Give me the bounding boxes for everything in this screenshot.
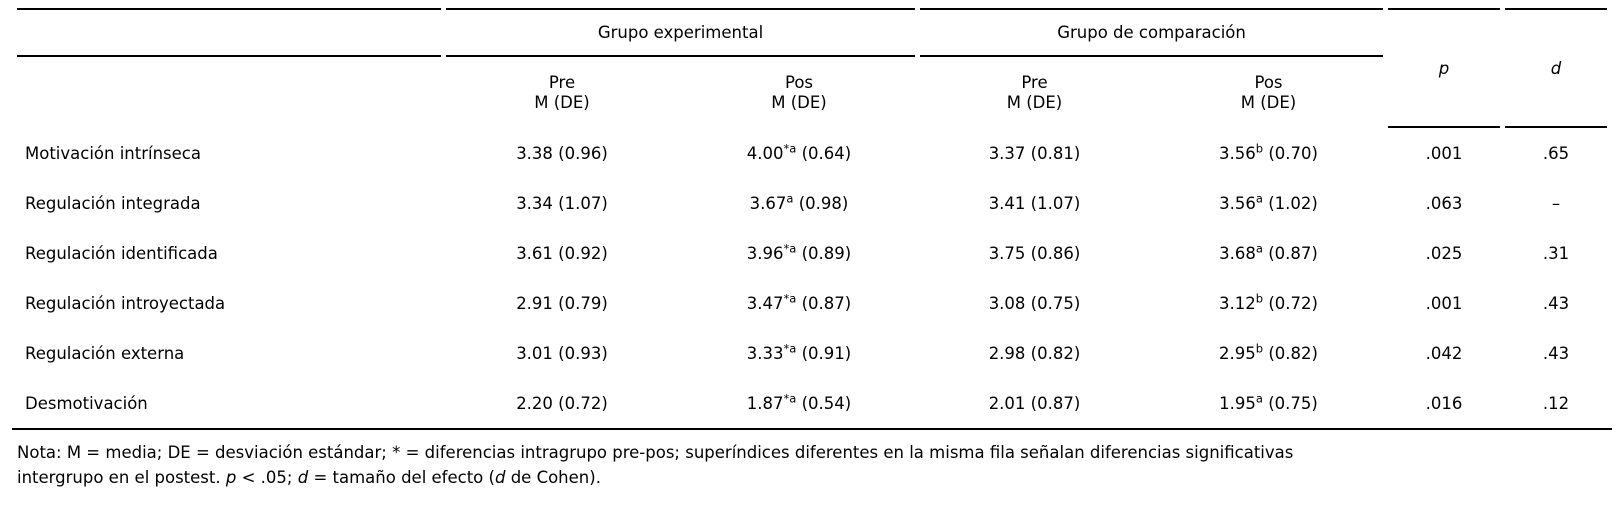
table-row: Regulación introyectada 2.91 (0.79) 3.47*a… — [17, 278, 1607, 328]
d-value-cell: – — [1551, 193, 1561, 213]
superscript-marker: *a — [783, 391, 797, 405]
note-text: de Cohen). — [505, 468, 601, 487]
subheader-line: Pos — [784, 72, 814, 92]
paper-table-figure: Grupo experimental Grupo de comparación … — [12, 8, 1613, 490]
subheader-line: Pre — [1021, 72, 1048, 92]
table-note: Nota: M = media; DE = desviación estánda… — [12, 440, 1613, 490]
subheader-line: M (DE) — [534, 92, 590, 112]
row-label: Regulación introyectada — [25, 293, 226, 313]
note-text: Nota: M = media; DE = desviación estánda… — [17, 443, 1294, 462]
d-value-cell: .12 — [1542, 393, 1570, 413]
column-header-exp-pos: Pos M (DE) — [683, 57, 915, 128]
superscript-marker: b — [1255, 341, 1264, 355]
mean-sd-cell: 3.01 (0.93) — [516, 343, 608, 363]
mean-sd-cell: 3.34 (1.07) — [516, 193, 608, 213]
superscript-marker: a — [1255, 241, 1263, 255]
mean-sd-cell: 2.01 (0.87) — [988, 393, 1081, 413]
superscript-marker: b — [1255, 291, 1264, 305]
table-row: Motivación intrínseca 3.38 (0.96) 4.00*a (… — [17, 128, 1607, 178]
d-value-cell: .31 — [1542, 243, 1570, 263]
subheader-line: Pos — [1254, 72, 1283, 92]
mean-sd-cell: 3.68a (0.87) — [1219, 241, 1318, 263]
p-value-cell: .016 — [1425, 393, 1463, 413]
column-header-exp-pre: Pre M (DE) — [446, 57, 678, 128]
mean-sd-cell: 2.91 (0.79) — [516, 293, 608, 313]
d-value-cell: .43 — [1542, 343, 1570, 363]
superscript-marker: a — [786, 191, 794, 205]
mean-sd-cell: 2.98 (0.82) — [988, 343, 1081, 363]
group-header-row: Grupo experimental Grupo de comparación … — [17, 8, 1608, 128]
mean-sd-cell: 3.75 (0.86) — [988, 243, 1081, 263]
table-body: Motivación intrínseca 3.38 (0.96) 4.00*a (… — [17, 128, 1607, 428]
p-value-cell: .001 — [1425, 143, 1463, 163]
note-italic-symbol: p — [225, 468, 237, 487]
note-line: Nota: M = media; DE = desviación estánda… — [17, 440, 1613, 465]
mean-sd-cell: 3.12b (0.72) — [1219, 291, 1318, 313]
note-line: intergrupo en el postest. p < .05; d = t… — [17, 465, 1613, 490]
row-label: Regulación integrada — [25, 193, 201, 213]
column-header-p: p — [1388, 8, 1501, 128]
group-header-comparison: Grupo de comparación — [920, 8, 1384, 57]
results-table: Grupo experimental Grupo de comparación … — [12, 8, 1613, 430]
row-label: Motivación intrínseca — [25, 143, 201, 163]
sub-header-row: Pre M (DE) Pos M (DE) Pre M (DE) Pos M (… — [17, 57, 1607, 128]
note-text: < .05; — [236, 468, 298, 487]
mean-sd-cell: 3.33*a (0.91) — [746, 341, 852, 363]
note-text: = tamaño del efecto ( — [308, 468, 495, 487]
subheader-line: M (DE) — [771, 92, 827, 112]
table-row: Desmotivación 2.20 (0.72) 1.87*a (0.54) 2.0… — [17, 378, 1607, 428]
table-row: Regulación identificada 3.61 (0.92) 3.96*a… — [17, 228, 1607, 278]
superscript-marker: a — [1255, 391, 1263, 405]
row-label: Regulación identificada — [25, 243, 218, 263]
p-value-cell: .025 — [1425, 243, 1463, 263]
superscript-marker: *a — [783, 141, 797, 155]
p-value-cell: .063 — [1425, 193, 1463, 213]
mean-sd-cell: 3.61 (0.92) — [516, 243, 608, 263]
column-header-comp-pre: Pre M (DE) — [920, 57, 1149, 128]
group-header-experimental: Grupo experimental — [446, 8, 915, 57]
note-text: intergrupo en el postest. — [17, 468, 226, 487]
table-row: Regulación integrada 3.34 (1.07) 3.67a (0.… — [17, 178, 1607, 228]
subheader-line: M (DE) — [1240, 92, 1297, 112]
mean-sd-cell: 3.96*a (0.89) — [746, 241, 852, 263]
superscript-marker: *a — [783, 291, 797, 305]
mean-sd-cell: 3.56a (1.02) — [1219, 191, 1318, 213]
mean-sd-cell: 3.08 (0.75) — [988, 293, 1081, 313]
mean-sd-cell: 2.95b (0.82) — [1219, 341, 1318, 363]
superscript-marker: a — [1255, 191, 1263, 205]
note-italic-symbol: d — [297, 468, 309, 487]
subheader-line: Pre — [548, 72, 576, 92]
mean-sd-cell: 3.41 (1.07) — [988, 193, 1081, 213]
subheader-line: M (DE) — [1006, 92, 1063, 112]
p-value-cell: .001 — [1425, 293, 1463, 313]
mean-sd-cell: 1.95a (0.75) — [1219, 391, 1318, 413]
note-italic-symbol: d — [494, 468, 506, 487]
p-value-cell: .042 — [1425, 343, 1463, 363]
mean-sd-cell: 3.37 (0.81) — [988, 143, 1081, 163]
d-value-cell: .65 — [1542, 143, 1570, 163]
superscript-marker: *a — [783, 241, 797, 255]
table-row: Regulación externa 3.01 (0.93) 3.33*a (0.9… — [17, 328, 1607, 378]
stub-header-cell — [17, 8, 441, 57]
mean-sd-cell: 3.56b (0.70) — [1219, 141, 1318, 163]
superscript-marker: *a — [783, 341, 797, 355]
column-header-d: d — [1505, 8, 1608, 128]
d-value-cell: .43 — [1542, 293, 1570, 313]
row-label: Regulación externa — [25, 343, 185, 363]
mean-sd-cell: 4.00*a (0.64) — [746, 141, 852, 163]
mean-sd-cell: 2.20 (0.72) — [516, 393, 608, 413]
column-header-comp-pos: Pos M (DE) — [1154, 57, 1383, 128]
superscript-marker: b — [1255, 141, 1264, 155]
mean-sd-cell: 3.47*a (0.87) — [746, 291, 852, 313]
mean-sd-cell: 1.87*a (0.54) — [746, 391, 852, 413]
row-label: Desmotivación — [25, 393, 148, 413]
mean-sd-cell: 3.38 (0.96) — [516, 143, 608, 163]
mean-sd-cell: 3.67a (0.98) — [749, 191, 849, 213]
stub-subheader-cell — [17, 57, 441, 128]
